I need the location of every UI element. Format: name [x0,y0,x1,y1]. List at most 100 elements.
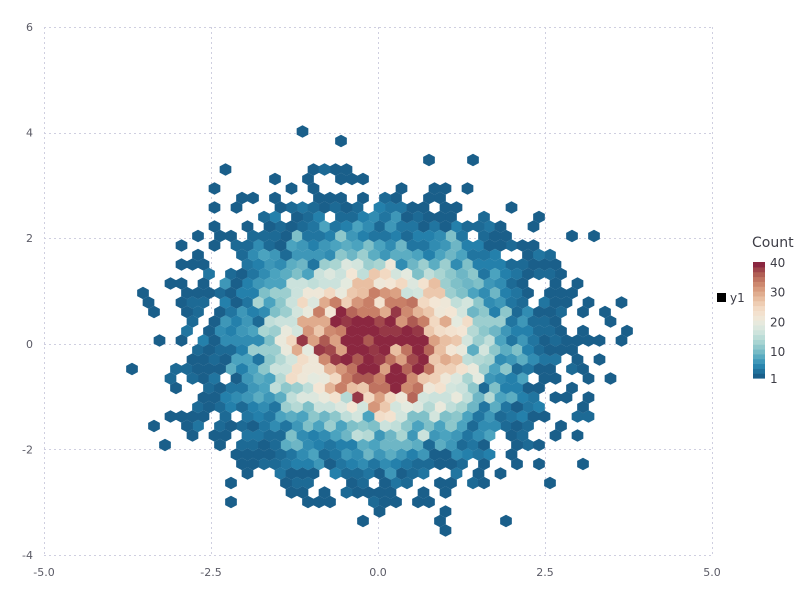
colorbar-band [753,363,765,369]
hexbin-cell [208,201,221,214]
hexbin-cell [577,457,589,471]
hexbin-cell [423,419,435,433]
hexbin-cell [412,457,424,471]
hexbin-cell [417,353,430,366]
hexbin-cell [439,391,452,404]
hexbin-cell [362,429,375,442]
hexbin-cell [373,239,386,252]
hexbin-cell [368,324,380,338]
hexbin-cell [335,362,347,376]
hexbin-cell [318,296,331,309]
hexbin-cell [340,277,353,290]
hexbin-cell [208,315,221,328]
hexbin-cell [285,372,298,385]
hexbin-cell [236,191,248,205]
hexbin-cell [434,267,446,281]
hexbin-cell [208,182,221,195]
hexbin-cell [208,334,221,347]
hexbin-cell [571,429,584,442]
hexbin-cell [164,372,177,385]
hexbin-cell [417,201,430,214]
hexbin-cell [379,476,391,490]
hexbin-cell [225,324,237,338]
hexbin-cell [461,410,474,423]
hexbin-cell [461,353,474,366]
hexbin-cell [269,248,281,262]
hexbin-cell [395,239,408,252]
hexbin-cell [527,391,540,404]
hexbin-cell [236,248,248,262]
hexbin-cell [186,410,199,423]
hexbin-cell [208,372,221,385]
hexbin-cell [335,438,347,452]
hexbin-cell [252,372,265,385]
hexbin-cell [379,229,391,243]
hexbin-cell [500,267,512,281]
colorbar-band [753,368,765,374]
hexbin-cell [423,324,435,338]
hexbin-cell [423,438,435,452]
hexbin-cell [362,239,375,252]
hexbin-cell [318,239,331,252]
hexbin-cell [379,210,391,224]
hexbin-cell [538,258,551,271]
hexbin-cell [181,286,193,300]
hexbin-cell [439,334,452,347]
hexbin-cell [549,277,562,290]
hexbin-cell [258,438,270,452]
hexbin-cell [500,286,512,300]
hexbin-cell [302,362,314,376]
hexbin-cell [285,448,298,461]
hexbin-cell [384,220,397,233]
hexbin-cell [445,210,457,224]
hexbin-cell [566,362,578,376]
hexbin-cell [225,476,237,490]
hexbin-cell [472,334,485,347]
colorbar-band [753,281,765,287]
hexbin-cell [368,286,380,300]
hexbin-cell [511,343,523,357]
hexbin-cell [170,381,182,395]
legend[interactable]: y1 [717,291,745,305]
hexbin-cell [500,362,512,376]
hexbin-cell [522,400,534,414]
hexbin-cell [192,400,204,414]
hexbin-cell [423,495,435,509]
hexbin-cell [280,381,292,395]
hexbin-cell [390,191,402,205]
hexbin-cell [467,267,479,281]
hexbin-cell [505,391,518,404]
hexbin-cell [450,372,463,385]
hexbin-cell [483,277,496,290]
hexbin-cell [313,229,325,243]
hexbin-cell [357,476,369,490]
hexbin-cell [390,210,402,224]
hexbin-cell [549,429,562,442]
hexbin-cell [434,210,446,224]
hexbin-cell [423,153,435,167]
hexbin-cell [219,163,232,176]
colorbar-band [753,266,765,273]
hexbin-cell [368,343,380,357]
hexbin-cell [461,391,474,404]
hexbin-cell [346,286,358,300]
hexbin-cell [208,429,221,442]
hexbin-cell [478,324,490,338]
hexbin-cell [483,448,496,461]
hexbin-cell [489,248,501,262]
hexbin-cell [456,381,468,395]
hexbin-cell [417,372,430,385]
hexbin-cell [274,372,287,385]
hexbin-cell [368,381,380,395]
y-axis-tick-labels: -4 -2 0 2 4 6 [22,21,33,562]
hexbin-cell [307,410,320,423]
hexbin-cell [467,153,479,167]
hexbin-cell [302,267,314,281]
hexbin-cell [472,429,485,442]
hexbin-cell [357,381,369,395]
hexbin-cell [423,305,435,319]
hexbin-cell [203,381,215,395]
hexbin-cell [412,286,424,300]
hexbin-cell [313,438,325,452]
hexbin-cell [236,267,248,281]
